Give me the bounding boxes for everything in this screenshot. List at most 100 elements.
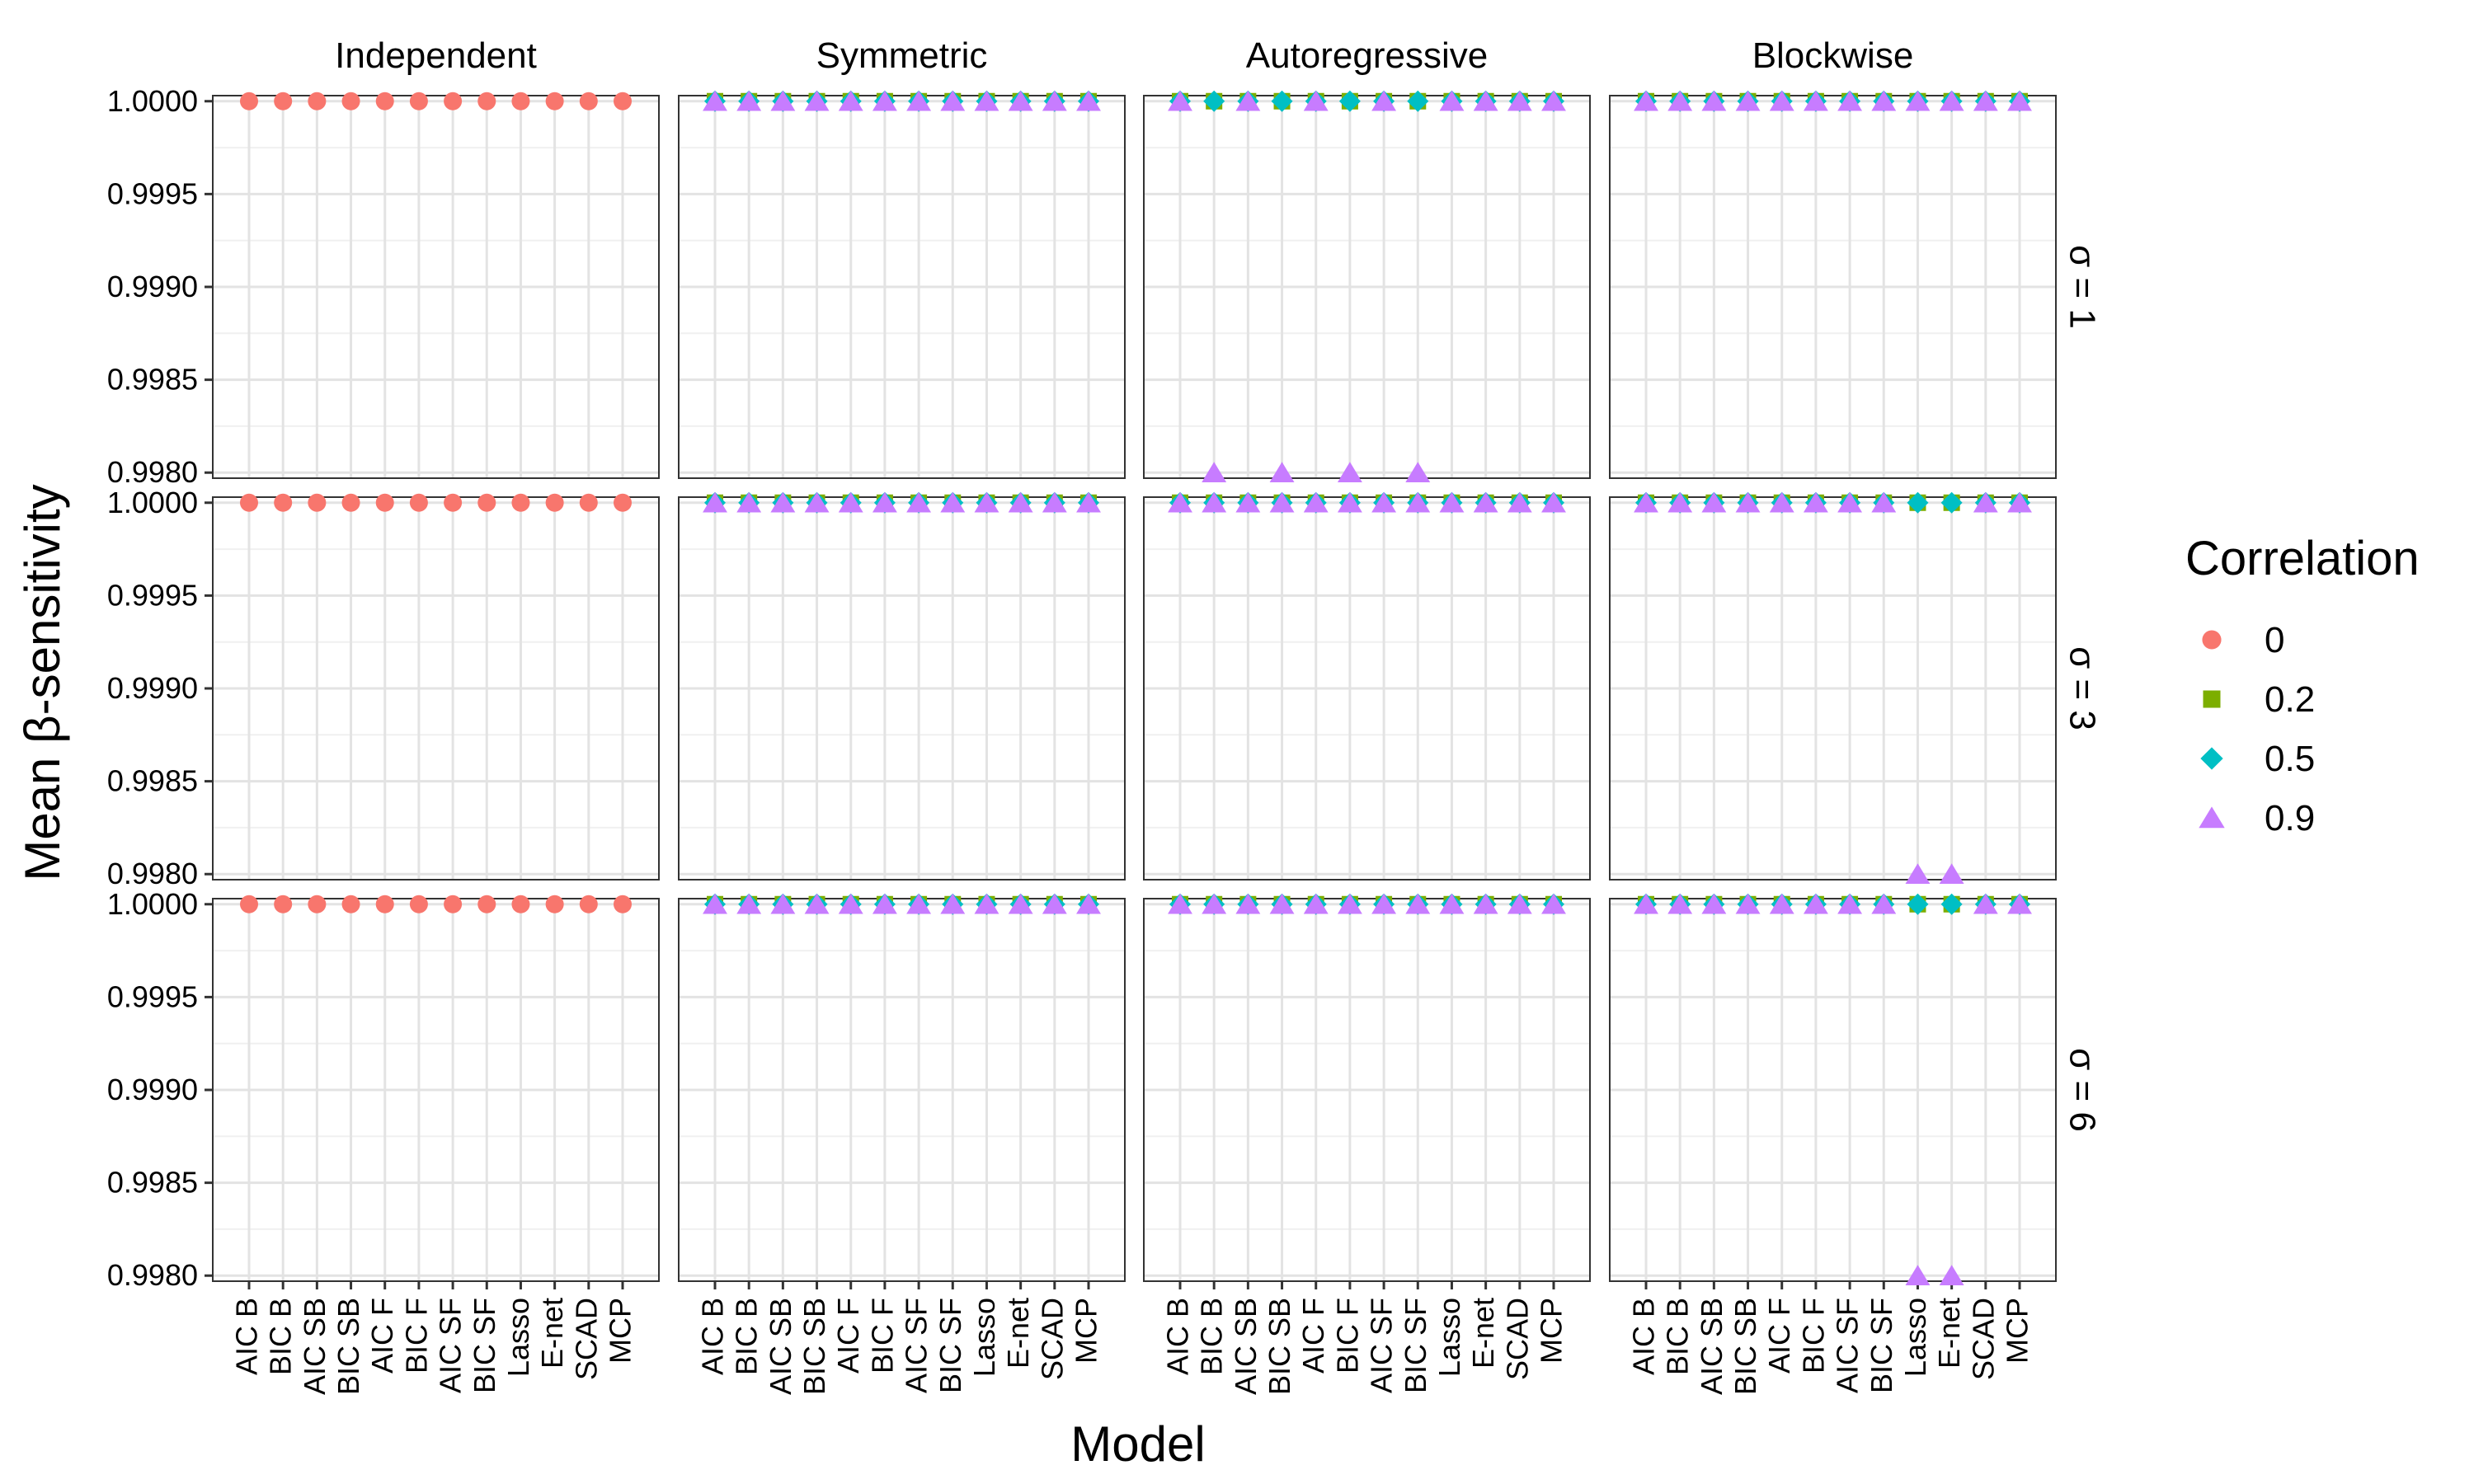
legend-label: 0.2 (2265, 679, 2315, 720)
legend-label: 0 (2265, 620, 2284, 660)
x-tick-label-aic-b: AIC B (1161, 1298, 1195, 1375)
point-0-bic-sb (341, 92, 360, 110)
y-axis-title: Mean β-sensitivity (15, 484, 70, 881)
x-tick-label-e-net: E-net (1932, 1298, 1966, 1369)
point-0-9-aic-b (703, 893, 727, 914)
x-tick-label-aic-f: AIC F (365, 1298, 399, 1374)
point-0-5-bic-f (1338, 90, 1361, 112)
x-tick-label-aic-sb: AIC SB (1695, 1298, 1729, 1395)
panel-independent-sigma-6 (212, 898, 660, 1282)
point-0-bic-f (409, 493, 428, 512)
y-tick-label: 0.9995 (107, 176, 198, 210)
point-0-e-net (545, 92, 564, 110)
point-0-9-aic-b (1168, 90, 1192, 111)
y-tick-label: 0.9980 (107, 1258, 198, 1292)
x-tick-label-aic-b: AIC B (1627, 1298, 1661, 1375)
point-0-9-lasso (974, 90, 999, 111)
point-0-9-aic-b (703, 491, 727, 513)
x-tick-label-bic-b: BIC B (1661, 1298, 1695, 1375)
y-tick-label: 0.9985 (107, 363, 198, 397)
point-0-5-bic-sb (1271, 90, 1293, 112)
panel-symmetric-sigma-1 (678, 95, 1126, 479)
axes-layer: Independent Symmetric Autoregressive Blockw… (107, 35, 2102, 1395)
y-tick-label: 0.9985 (107, 764, 198, 798)
point-0-mcp (614, 493, 632, 512)
x-tick-label-bic-sf: BIC SF (934, 1298, 967, 1393)
point-0-5-e-net (1940, 893, 1963, 915)
panel-blockwise-sigma-1 (1609, 95, 2057, 479)
panel-blockwise-sigma-3-marks (1634, 491, 2032, 884)
row-label-sigma-6: σ = 6 (2062, 1048, 2102, 1132)
point-0-9-aic-b (1634, 90, 1658, 111)
marks-layer (240, 90, 2032, 1285)
point-0-9-bic-f (872, 491, 897, 513)
point-0-bic-sb (341, 895, 360, 913)
x-tick-label-aic-sb: AIC SB (1229, 1298, 1263, 1395)
point-0-9-bic-sb (804, 491, 830, 513)
point-0-9-aic-sf (1837, 90, 1863, 111)
point-0-9-aic-f (1769, 893, 1794, 914)
y-tick-label: 0.9980 (107, 455, 198, 489)
x-tick-label-aic-sf: AIC SF (900, 1298, 934, 1393)
point-0-9-e-net (1008, 491, 1033, 513)
y-tick-label: 0.9995 (107, 979, 198, 1013)
point-0-9-mcp (1541, 90, 1566, 111)
x-tick-label-aic-f: AIC F (831, 1298, 865, 1374)
point-0-bic-sf (477, 493, 496, 512)
legend-entry-0: 0 (2202, 620, 2284, 660)
point-0-bic-sf (477, 895, 496, 913)
point-0-5-lasso (1907, 491, 1929, 514)
point-0-9-aic-b (703, 90, 727, 111)
point-0-9-bic-sb (1735, 90, 1761, 111)
point-0-9-e-net (1473, 491, 1498, 513)
point-0-9-bic-sb (804, 893, 830, 914)
point-0-9-aic-sb (1701, 893, 1727, 914)
point-0-9-mcp (1076, 491, 1101, 513)
point-0-9-aic-sf (1837, 491, 1863, 513)
point-0-9-aic-f (838, 893, 863, 914)
x-tick-label-scad: SCAD (1966, 1298, 2000, 1380)
point-0-9-mcp (1076, 90, 1101, 111)
point-0-9-lasso (974, 893, 999, 914)
point-0-9-bic-f (1337, 893, 1362, 914)
column-label-blockwise: Blockwise (1752, 35, 1914, 76)
panel-border (1609, 898, 2057, 1282)
point-0-lasso (511, 92, 530, 110)
point-0-e-net (545, 895, 564, 913)
point-0-9-bic-sf (940, 491, 966, 513)
point-0-9-aic-f (838, 491, 863, 513)
point-0-9-mcp (1541, 893, 1566, 914)
point-0-aic-f (375, 493, 394, 512)
x-axis-title: Model (1070, 1416, 1205, 1472)
y-tick-label: 0.9990 (107, 1073, 198, 1106)
point-0-9-aic-b (1168, 893, 1192, 914)
point-0-9-aic-b (1634, 491, 1658, 513)
point-0-bic-b (274, 92, 293, 110)
x-tick-label-aic-sb: AIC SB (298, 1298, 332, 1395)
panel-symmetric-sigma-3 (678, 496, 1126, 881)
point-0-scad (579, 92, 598, 110)
legend: Correlation 0 0.2 0.5 0.9 (2185, 532, 2420, 838)
point-0-9-bic-sb (1269, 462, 1295, 482)
point-0-9-mcp (2007, 90, 2032, 111)
point-0-9-bic-sf (1405, 893, 1431, 914)
panel-symmetric-sigma-1-marks (703, 90, 1101, 112)
legend-key-circle-icon (2202, 630, 2222, 650)
point-0-9-scad (1507, 893, 1532, 914)
y-tick-label: 0.9990 (107, 270, 198, 303)
column-label-independent: Independent (335, 35, 537, 76)
point-0-9-bic-b (1202, 893, 1227, 914)
row-label-sigma-3: σ = 3 (2062, 646, 2102, 730)
point-0-lasso (511, 895, 530, 913)
point-0-bic-f (409, 895, 428, 913)
point-0-aic-b (240, 92, 258, 110)
point-0-bic-sb (341, 493, 360, 512)
x-tick-label-aic-sf: AIC SF (434, 1298, 468, 1393)
point-0-9-mcp (1541, 491, 1566, 513)
point-0-9-bic-sb (1735, 893, 1761, 914)
x-tick-label-bic-sb: BIC SB (332, 1298, 365, 1395)
legend-label: 0.5 (2265, 739, 2315, 779)
x-tick-label-bic-b: BIC B (730, 1298, 764, 1375)
point-0-5-e-net (1940, 491, 1963, 514)
point-0-9-lasso (1905, 90, 1931, 111)
